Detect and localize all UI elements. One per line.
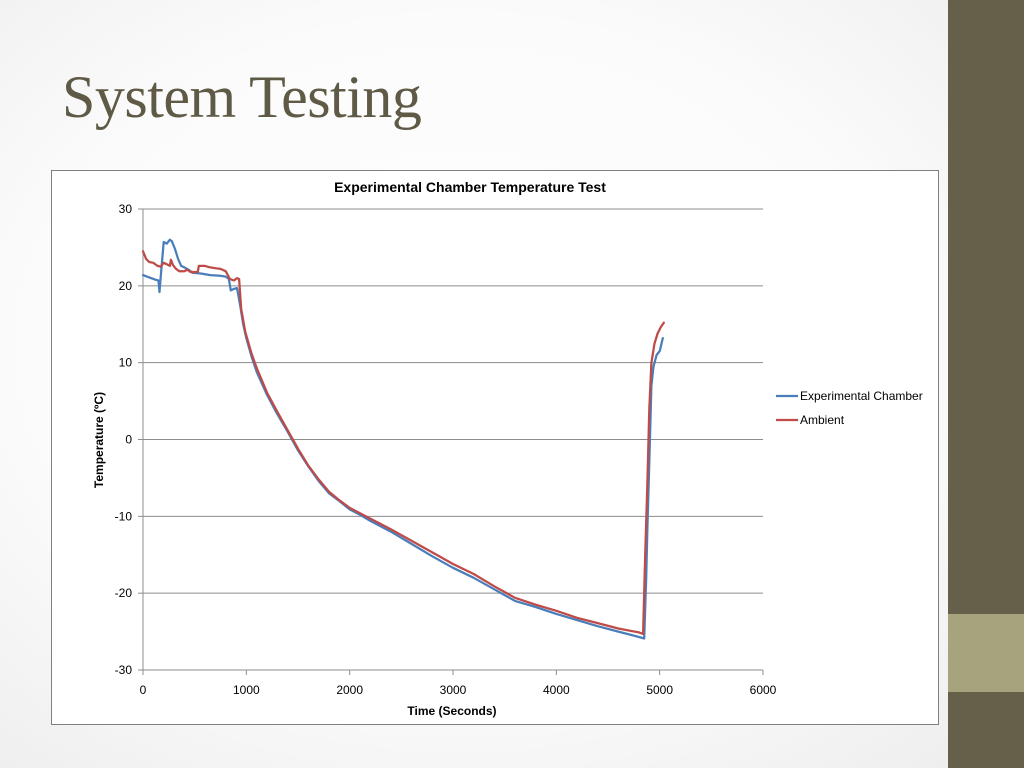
slide-title: System Testing: [62, 64, 422, 130]
chart-frame: Experimental Chamber Temperature Test 30…: [51, 170, 939, 725]
temperature-line-chart: Experimental Chamber Temperature Test 30…: [92, 179, 923, 718]
y-axis-title: Temperature (ºC): [92, 392, 106, 488]
sidebar-accent-block: [948, 614, 1024, 692]
x-axis-title: Time (Seconds): [407, 704, 496, 718]
y-tick-label: 10: [119, 356, 133, 370]
series-line-ambient: [141, 250, 665, 636]
series-lines: [141, 238, 665, 640]
legend-label-experimental-chamber: Experimental Chamber: [800, 389, 923, 403]
y-tick-label: 20: [119, 279, 133, 293]
y-tick-label: -10: [115, 509, 133, 523]
x-tick-label: 2000: [336, 683, 363, 697]
x-tick-label: 3000: [440, 683, 467, 697]
y-tick-labels: 30 20 10 0 -10 -20 -30: [115, 202, 133, 677]
x-tick-label: 0: [140, 683, 147, 697]
y-tick-label: -30: [115, 663, 133, 677]
x-tick-label: 6000: [750, 683, 777, 697]
y-tick-label: 0: [125, 433, 132, 447]
chart-title: Experimental Chamber Temperature Test: [334, 179, 606, 195]
legend-label-ambient: Ambient: [800, 413, 845, 427]
x-tick-label: 1000: [233, 683, 260, 697]
x-tick-label: 5000: [646, 683, 673, 697]
y-tick-label: 30: [119, 202, 133, 216]
x-tick-labels: 0 1000 2000 3000 4000 5000 6000: [140, 683, 777, 697]
legend: Experimental Chamber Ambient: [776, 389, 923, 427]
axes: [138, 208, 764, 675]
x-tick-label: 4000: [543, 683, 570, 697]
y-tick-label: -20: [115, 586, 133, 600]
